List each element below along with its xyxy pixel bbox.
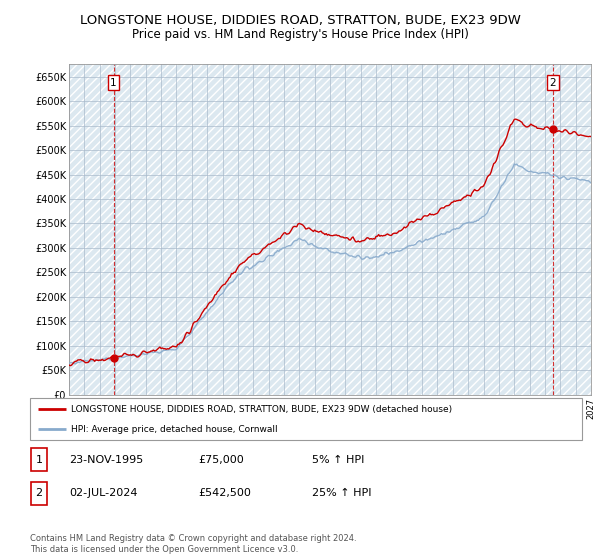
Text: 2: 2 xyxy=(35,488,43,498)
Text: 02-JUL-2024: 02-JUL-2024 xyxy=(69,488,137,498)
Text: Contains HM Land Registry data © Crown copyright and database right 2024.
This d: Contains HM Land Registry data © Crown c… xyxy=(30,534,356,554)
Text: Price paid vs. HM Land Registry's House Price Index (HPI): Price paid vs. HM Land Registry's House … xyxy=(131,28,469,41)
FancyBboxPatch shape xyxy=(30,398,582,440)
Text: £542,500: £542,500 xyxy=(198,488,251,498)
Text: £75,000: £75,000 xyxy=(198,455,244,465)
Text: 1: 1 xyxy=(35,455,43,465)
Text: LONGSTONE HOUSE, DIDDIES ROAD, STRATTON, BUDE, EX23 9DW: LONGSTONE HOUSE, DIDDIES ROAD, STRATTON,… xyxy=(80,14,520,27)
Text: LONGSTONE HOUSE, DIDDIES ROAD, STRATTON, BUDE, EX23 9DW (detached house): LONGSTONE HOUSE, DIDDIES ROAD, STRATTON,… xyxy=(71,405,452,414)
Text: 23-NOV-1995: 23-NOV-1995 xyxy=(69,455,143,465)
Text: 1: 1 xyxy=(110,78,117,87)
FancyBboxPatch shape xyxy=(31,482,47,505)
Text: 5% ↑ HPI: 5% ↑ HPI xyxy=(312,455,364,465)
FancyBboxPatch shape xyxy=(31,449,47,471)
Text: HPI: Average price, detached house, Cornwall: HPI: Average price, detached house, Corn… xyxy=(71,424,278,433)
Text: 2: 2 xyxy=(550,78,556,87)
Text: 25% ↑ HPI: 25% ↑ HPI xyxy=(312,488,371,498)
